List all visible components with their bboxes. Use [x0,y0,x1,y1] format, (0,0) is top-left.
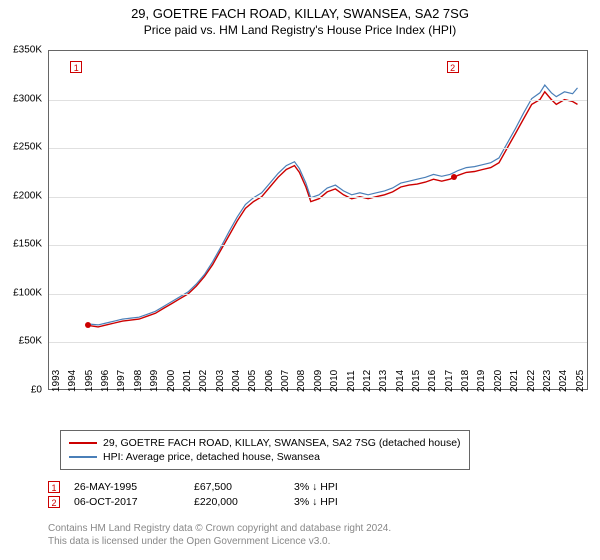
x-axis-label: 1996 [100,370,111,392]
x-axis-label: 1993 [51,370,62,392]
x-axis-label: 2001 [182,370,193,392]
x-axis-label: 2023 [542,370,553,392]
legend-label: HPI: Average price, detached house, Swan… [103,451,320,463]
x-axis-label: 2010 [329,370,340,392]
event-row: 2 06-OCT-2017£220,0003% ↓ HPI [48,496,394,508]
event-date: 06-OCT-2017 [74,496,194,508]
footer-line1: Contains HM Land Registry data © Crown c… [48,522,391,535]
legend: 29, GOETRE FACH ROAD, KILLAY, SWANSEA, S… [60,430,470,470]
x-axis-label: 2009 [313,370,324,392]
x-axis-label: 2013 [378,370,389,392]
legend-item: HPI: Average price, detached house, Swan… [69,451,461,463]
gridline [49,342,587,343]
x-axis-label: 2007 [280,370,291,392]
event-marker: 1 [48,481,60,493]
x-axis-label: 2018 [460,370,471,392]
y-axis-label: £350K [13,45,42,56]
x-axis-label: 2003 [215,370,226,392]
x-axis-label: 2025 [575,370,586,392]
y-axis-label: £200K [13,190,42,201]
x-axis-label: 2004 [231,370,242,392]
series-line [88,85,577,325]
x-axis-label: 2012 [362,370,373,392]
event-marker: 2 [48,496,60,508]
line-series-svg [49,51,589,391]
x-axis-label: 2017 [444,370,455,392]
x-axis-label: 1999 [149,370,160,392]
x-axis-label: 2024 [558,370,569,392]
y-axis-label: £250K [13,142,42,153]
x-axis-label: 1995 [84,370,95,392]
gridline [49,245,587,246]
event-price: £67,500 [194,481,294,493]
x-axis-label: 2019 [476,370,487,392]
x-axis-label: 2006 [264,370,275,392]
event-price: £220,000 [194,496,294,508]
y-axis-label: £0 [31,385,42,396]
y-axis-label: £50K [19,336,42,347]
x-axis-label: 1997 [116,370,127,392]
x-axis-label: 2005 [247,370,258,392]
plot-region: 12 [48,50,588,390]
x-axis-label: 2020 [493,370,504,392]
x-axis-label: 2008 [296,370,307,392]
gridline [49,100,587,101]
event-marker: 1 [70,61,82,73]
series-line [88,92,577,327]
x-axis-label: 1998 [133,370,144,392]
y-axis-label: £100K [13,287,42,298]
gridline [49,294,587,295]
gridline [49,197,587,198]
x-axis-label: 2014 [395,370,406,392]
x-axis-label: 2000 [166,370,177,392]
x-axis-label: 2016 [427,370,438,392]
x-axis-label: 2002 [198,370,209,392]
legend-swatch [69,456,97,458]
footer-line2: This data is licensed under the Open Gov… [48,535,391,548]
chart-title-subtitle: Price paid vs. HM Land Registry's House … [0,23,600,37]
event-date: 26-MAY-1995 [74,481,194,493]
footer-attribution: Contains HM Land Registry data © Crown c… [48,522,391,548]
x-axis-label: 1994 [67,370,78,392]
x-axis-label: 2021 [509,370,520,392]
events-table: 1 26-MAY-1995£67,5003% ↓ HPI 2 06-OCT-2017£… [48,478,394,511]
event-row: 1 26-MAY-1995£67,5003% ↓ HPI [48,481,394,493]
event-marker: 2 [447,61,459,73]
x-axis-label: 2011 [346,370,357,392]
x-axis-label: 2022 [526,370,537,392]
gridline [49,148,587,149]
chart-area: 12 £0£50K£100K£150K£200K£250K£300K£350K1… [48,50,588,410]
legend-item: 29, GOETRE FACH ROAD, KILLAY, SWANSEA, S… [69,437,461,449]
chart-title-address: 29, GOETRE FACH ROAD, KILLAY, SWANSEA, S… [0,6,600,21]
event-dot [451,174,457,180]
legend-swatch [69,442,97,444]
x-axis-label: 2015 [411,370,422,392]
y-axis-label: £300K [13,93,42,104]
y-axis-label: £150K [13,239,42,250]
event-dot [85,322,91,328]
event-diff: 3% ↓ HPI [294,481,394,493]
event-diff: 3% ↓ HPI [294,496,394,508]
legend-label: 29, GOETRE FACH ROAD, KILLAY, SWANSEA, S… [103,437,461,449]
